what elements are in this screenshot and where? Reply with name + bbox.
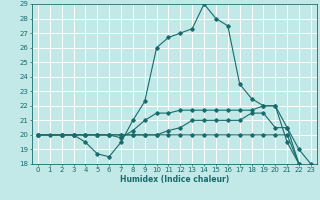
X-axis label: Humidex (Indice chaleur): Humidex (Indice chaleur): [120, 175, 229, 184]
